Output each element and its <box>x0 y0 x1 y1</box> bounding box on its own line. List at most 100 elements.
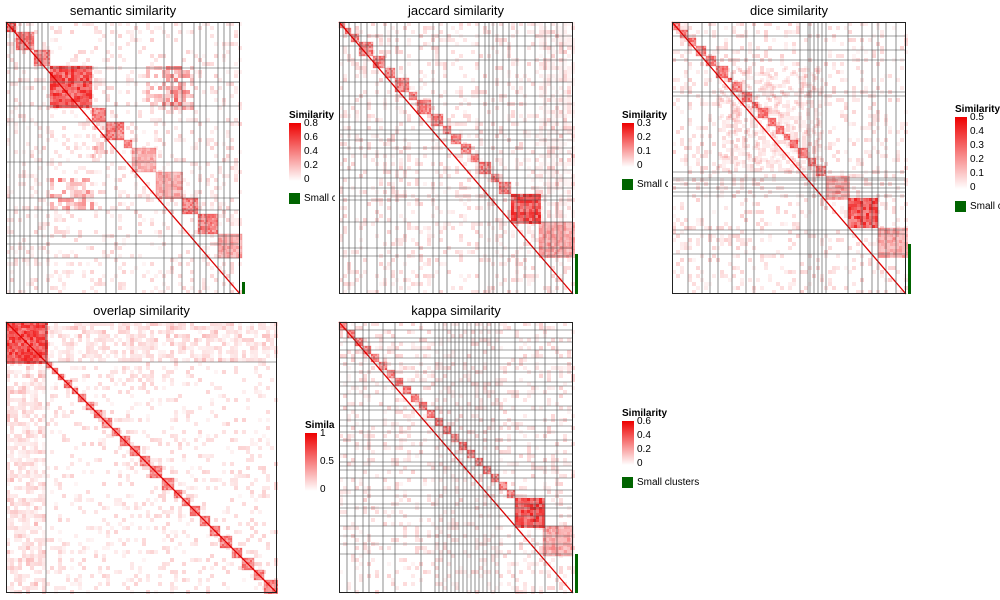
cluster-cell <box>377 58 379 60</box>
heatmap-cell <box>174 258 178 262</box>
legend-tick: 0.6 <box>304 132 318 143</box>
cluster-cell <box>369 52 371 54</box>
heatmap-cell <box>142 218 146 222</box>
heatmap-cell <box>688 246 692 250</box>
cluster-cell <box>112 128 114 130</box>
cluster-cell <box>53 105 56 108</box>
heatmap-cell <box>62 126 66 130</box>
legend-tick: 0.3 <box>637 118 651 129</box>
heatmap-cell <box>443 190 447 194</box>
heatmap-cell <box>391 134 395 138</box>
cluster-cell <box>89 93 92 96</box>
heatmap-cell <box>94 258 98 262</box>
heatmap-cell <box>471 226 475 230</box>
heatmap-cell <box>511 26 515 30</box>
cluster-cell <box>48 60 50 62</box>
cluster-cell <box>517 194 520 197</box>
heatmap-cell <box>776 206 780 210</box>
heatmap-cell <box>415 182 419 186</box>
heatmap-cell <box>736 286 740 290</box>
heatmap-cell <box>684 50 688 54</box>
heatmap-cell <box>363 90 367 94</box>
heatmap-cell <box>688 118 692 122</box>
heatmap-cell <box>792 70 796 74</box>
heatmap-cell <box>6 218 10 222</box>
heatmap-cell <box>802 72 806 76</box>
cluster-cell <box>236 246 239 249</box>
cluster-cell <box>116 138 118 140</box>
heatmap-cell <box>82 62 86 66</box>
heatmap-cell <box>146 182 150 186</box>
cluster-cell <box>56 96 59 99</box>
heatmap-cell <box>343 250 347 254</box>
heatmap-cell <box>54 194 58 198</box>
cluster-cell <box>171 184 174 187</box>
cluster-cell <box>427 108 429 110</box>
cluster-cell <box>22 38 24 40</box>
heatmap-cell <box>146 26 150 30</box>
cluster-cell <box>224 240 227 243</box>
heatmap-cell <box>828 142 832 146</box>
cluster-cell <box>469 148 471 150</box>
heatmap-cell <box>786 80 790 84</box>
cluster-cell <box>395 78 397 80</box>
cluster-cell <box>208 222 210 224</box>
heatmap-cell <box>539 142 543 146</box>
heatmap-cell <box>186 90 190 94</box>
heatmap-cell <box>166 94 170 98</box>
cluster-cell <box>177 193 180 196</box>
cluster-cell <box>144 160 147 163</box>
heatmap-cell <box>218 78 222 82</box>
cluster-cell <box>569 231 572 234</box>
heatmap-cell <box>475 154 479 158</box>
heatmap-cell <box>150 198 154 202</box>
heatmap-cell <box>760 78 764 82</box>
heatmap-cell <box>210 138 214 142</box>
heatmap-cell <box>740 202 744 206</box>
heatmap-cell <box>852 122 856 126</box>
heatmap-cell <box>810 84 814 88</box>
cluster-cell <box>108 122 110 124</box>
cluster-cell <box>165 193 168 196</box>
heatmap-cell <box>539 82 543 86</box>
heatmap-cell <box>154 286 158 290</box>
cluster-cell <box>56 66 59 69</box>
cluster-cell <box>162 196 165 199</box>
cluster-cell <box>514 209 517 212</box>
heatmap-cell <box>680 42 684 46</box>
heatmap-cell <box>10 218 14 222</box>
cluster-cell <box>479 164 481 166</box>
cluster-cell <box>569 252 572 255</box>
heatmap-cell <box>351 162 355 166</box>
cluster-cell <box>204 220 206 222</box>
heatmap-cell <box>30 254 34 258</box>
cluster-cell <box>94 118 96 120</box>
cluster-cell <box>485 170 487 172</box>
cluster-cell <box>479 162 481 164</box>
heatmap-cell <box>86 58 90 62</box>
cluster-cell <box>401 78 403 80</box>
heatmap-cell <box>355 30 359 34</box>
cluster-cell <box>409 92 411 94</box>
cluster-cell <box>467 150 469 152</box>
heatmap-cell <box>680 110 684 114</box>
heatmap-cell <box>154 122 158 126</box>
heatmap-cell <box>214 90 218 94</box>
cluster-cell <box>210 224 212 226</box>
cluster-cell <box>441 116 443 118</box>
cluster-cell <box>365 54 367 56</box>
heatmap-cell <box>844 214 848 218</box>
heatmap-cell <box>563 90 567 94</box>
heatmap-cell <box>96 118 100 122</box>
cluster-cell <box>385 68 387 70</box>
heatmap-cell <box>130 150 134 154</box>
heatmap-cell <box>696 242 700 246</box>
heatmap-cell <box>800 82 804 86</box>
heatmap-cell <box>34 278 38 282</box>
heatmap-cell <box>768 234 772 238</box>
heatmap-cell <box>435 46 439 50</box>
heatmap-cell <box>559 214 563 218</box>
heatmap-cell <box>760 130 764 134</box>
cluster-cell <box>429 104 431 106</box>
cluster-cell <box>32 42 34 44</box>
